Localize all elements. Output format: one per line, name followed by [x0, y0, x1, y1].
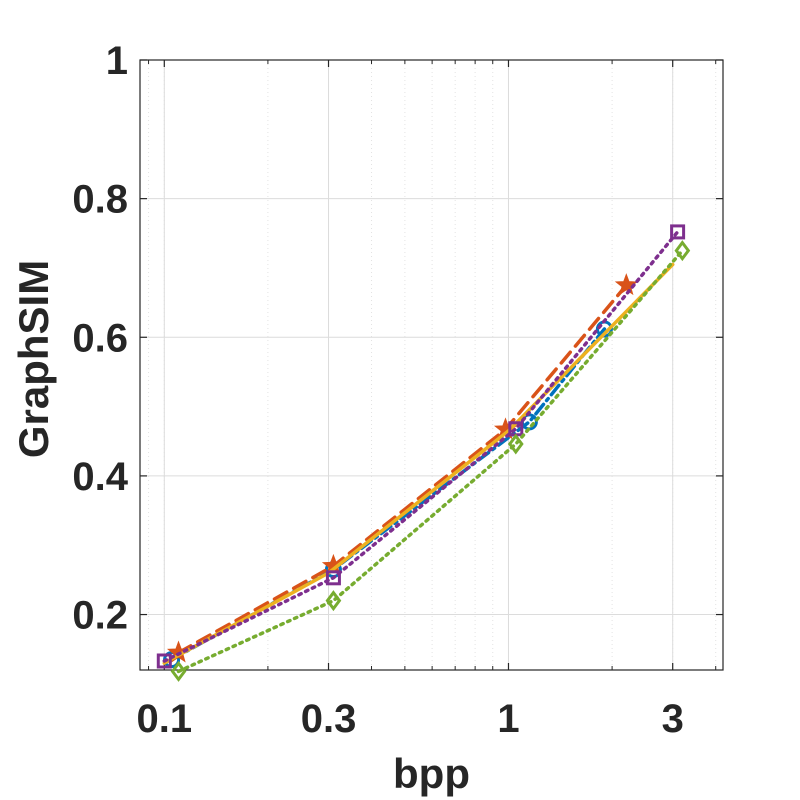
x-tick-label: 3	[662, 697, 684, 741]
series-2-line	[176, 283, 629, 655]
series-4-point	[156, 653, 172, 669]
series-5-point	[170, 660, 187, 682]
series-3-line	[162, 262, 675, 665]
axis-ticks	[140, 59, 723, 670]
series-4-point	[670, 224, 686, 240]
series-2-point	[614, 273, 638, 296]
series-5-point	[674, 240, 691, 262]
y-tick-label: 0.4	[72, 455, 128, 499]
x-axis-label: bpp	[393, 750, 470, 797]
x-tick-label: 0.3	[301, 697, 357, 741]
x-tick-label: 0.1	[136, 697, 192, 741]
series-5-point	[325, 590, 342, 612]
series-3	[162, 262, 675, 665]
tick-labels: 0.1 0.3 1 3 0.2 0.4 0.6 0.8 1	[72, 39, 683, 741]
y-axis-label: GraphSIM	[10, 260, 57, 458]
x-tick-label: 1	[497, 697, 519, 741]
y-tick-label: 0.8	[72, 178, 128, 222]
y-tick-label: 0.6	[72, 316, 128, 360]
series-4-line	[162, 230, 680, 663]
series-5-point	[507, 433, 524, 455]
series-group	[156, 224, 691, 682]
series-4	[156, 224, 686, 669]
plot-area-frame	[139, 59, 724, 671]
series-5	[170, 240, 691, 682]
y-tick-label: 1	[106, 39, 128, 83]
series-4-point	[325, 570, 341, 586]
series-5-line	[176, 248, 685, 674]
y-tick-label: 0.2	[72, 594, 128, 638]
